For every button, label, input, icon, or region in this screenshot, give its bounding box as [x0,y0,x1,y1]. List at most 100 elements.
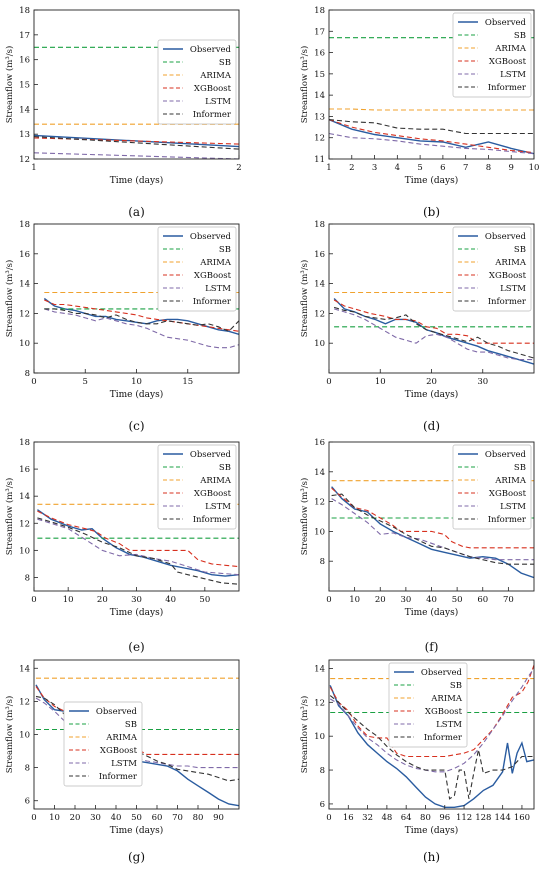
x-tick-label: 15 [182,377,193,387]
legend-label: Informer [193,515,232,525]
y-tick-label: 12 [314,134,325,144]
x-tick-label: 20 [375,595,386,605]
x-tick-label: 4 [395,163,400,173]
y-tick-label: 10 [314,732,325,742]
legend-label: LSTM [500,70,526,80]
legend-label: Observed [485,18,527,28]
plot-frame [328,659,535,810]
y-tick-label: 6 [320,800,325,810]
legend-label: Informer [193,297,232,307]
series-line-lstm [329,132,534,155]
x-tick-label: 10 [529,163,540,173]
y-tick-label: 14 [19,492,30,502]
x-tick-label: 128 [475,813,491,823]
legend-label: Observed [421,668,463,678]
series-line-informer [333,306,534,359]
x-axis-label: Time (days) [110,389,163,400]
x-tick-label: 10 [49,813,60,823]
series-line-lstm [34,152,239,159]
series-line-xgboost [44,299,239,332]
chart-panel: 0 5 10 15 8 10 12 14 16 18 Time (days) Streamflow (… [2,218,247,403]
y-tick-label: 16 [19,465,30,475]
x-tick-label: 20 [97,595,108,605]
y-tick-label: 14 [314,91,325,101]
series-line-xgboost [333,299,534,344]
y-axis-label: Streamflow (m³/s) [299,696,310,774]
legend-label: SB [450,681,462,691]
legend: Observed SB ARIMA XGBoost LSTM Informer [452,226,532,312]
x-tick-label: 30 [400,595,411,605]
y-tick-label: 17 [19,31,30,41]
x-tick-label: 10 [375,377,386,387]
x-tick-label: 30 [477,377,488,387]
x-tick-label: 50 [131,813,142,823]
y-tick-label: 14 [19,664,30,674]
chart-panel: 0 16 32 48 64 80 96 112 128 144 160 6 8 10 12 14 Time (d… [297,654,542,839]
legend-label: ARIMA [494,476,527,486]
legend-label: SB [514,463,526,473]
x-tick-label: 30 [90,813,101,823]
x-tick-label: 10 [131,377,142,387]
legend-label: LSTM [111,759,137,769]
y-tick-label: 14 [314,664,325,674]
y-tick-label: 18 [19,220,30,230]
x-tick-label: 60 [477,595,488,605]
x-tick-label: 40 [165,595,176,605]
x-tick-label: 10 [349,595,360,605]
x-tick-label: 10 [63,595,74,605]
legend: Observed SB ARIMA XGBoost LSTM Informer [63,701,143,787]
legend-label: Informer [488,297,527,307]
legend-label: LSTM [205,97,231,107]
y-tick-label: 14 [314,468,325,478]
x-tick-label: 50 [452,595,463,605]
y-tick-label: 8 [320,766,325,776]
legend-label: Informer [488,515,527,525]
x-tick-label: 70 [503,595,514,605]
series-line-informer [331,493,534,565]
chart-svg: 0 10 20 30 40 50 60 70 80 90 6 8 10 12 14 Time (days) St… [4,659,240,836]
x-tick-label: 3 [372,163,377,173]
series-line-lstm [329,668,534,773]
legend-label: SB [219,245,231,255]
x-axis-label: Time (days) [110,175,163,186]
series-line-xgboost [37,510,239,568]
y-axis-label: Streamflow (m³/s) [4,478,15,556]
plot-frame [328,9,535,160]
y-tick-label: 13 [314,112,325,122]
x-tick-label: 5 [83,377,88,387]
series-line-lstm [37,518,239,576]
chart-panel: 0 10 20 30 40 50 60 70 8 10 12 14 16 Time (days) Strea… [297,436,542,621]
x-axis-label: Time (days) [110,825,163,836]
legend: Observed SB ARIMA XGBoost LSTM Informer [452,12,532,98]
panel-caption: (h) [422,850,441,864]
chart-panel: 1 2 3 4 5 6 7 8 9 10 11 12 13 14 15 16 17 18 Time (days) St… [297,4,542,189]
legend-label: XGBoost [194,271,232,281]
legend: Observed SB ARIMA XGBoost LSTM Informer [157,444,237,530]
y-tick-label: 18 [19,438,30,448]
x-axis-label: Time (days) [405,175,458,186]
y-tick-label: 6 [25,797,30,807]
chart-svg: 0 5 10 15 8 10 12 14 16 18 Time (days) Streamflow (… [4,220,240,400]
chart-panel: 0 10 20 30 40 50 8 10 12 14 16 18 Time (days) Streamf… [2,436,247,621]
series-line-xgboost [329,119,534,154]
y-tick-label: 15 [19,81,30,91]
y-tick-label: 10 [314,527,325,537]
chart-svg: 0 10 20 30 40 50 60 70 8 10 12 14 16 Time (days) Strea… [299,438,535,618]
legend-label: SB [219,463,231,473]
legend-label: XGBoost [100,746,138,756]
y-tick-label: 12 [314,309,325,319]
legend-label: LSTM [500,502,526,512]
series-line-informer [37,517,239,585]
y-axis-label: Streamflow (m³/s) [299,46,310,124]
y-tick-label: 17 [314,27,325,37]
panel-caption: (a) [128,205,145,219]
legend-label: ARIMA [199,476,232,486]
legend-label: LSTM [205,502,231,512]
x-axis-label: Time (days) [110,607,163,618]
x-tick-label: 0 [31,377,36,387]
x-tick-label: 8 [486,163,491,173]
legend-label: Observed [190,45,232,55]
chart-panel: 0 10 20 30 40 50 60 70 80 90 6 8 10 12 14 Time (days) St… [2,654,247,839]
legend: Observed SB ARIMA XGBoost LSTM Informer [388,662,468,748]
